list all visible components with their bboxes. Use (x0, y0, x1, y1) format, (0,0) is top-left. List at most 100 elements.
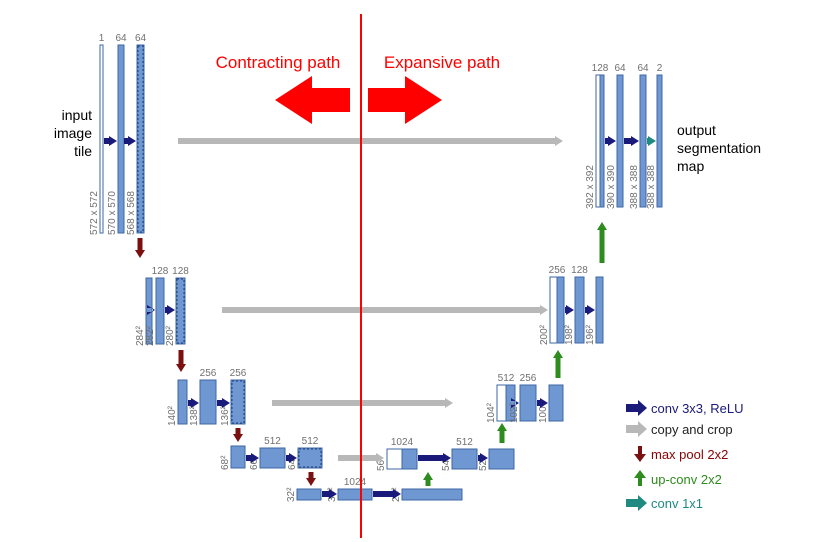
feature-map-block-crop-outline (231, 380, 245, 424)
feature-size-label: 282² (145, 325, 156, 346)
expansive-direction-arrow (368, 76, 442, 124)
conv-arrow (585, 305, 595, 315)
channel-count-label: 128 (592, 63, 609, 74)
feature-map-block (145, 277, 153, 345)
conv1x1-arrow (647, 136, 656, 146)
legend-label: copy and crop (651, 422, 733, 437)
max-pool-arrow (233, 428, 243, 442)
feature-size-label: 568 x 568 (126, 191, 137, 235)
feature-map-block-upsampled-part (505, 384, 516, 422)
feature-size-label: 66² (249, 455, 260, 470)
feature-map-block (639, 74, 647, 208)
channel-count-label: 64 (115, 33, 127, 44)
channel-count-label: 1 (99, 33, 105, 44)
right-arrow-icon (626, 400, 647, 416)
channel-count-label: 128 (571, 265, 588, 276)
conv-arrow (246, 453, 259, 463)
feature-size-label: 104² (486, 402, 497, 423)
channel-count-label: 128 (152, 266, 169, 277)
feature-map-block (199, 379, 217, 425)
feature-size-label: 388 x 388 (629, 165, 640, 209)
copy-and-crop-arrow (222, 305, 548, 315)
feature-size-label: 284² (135, 325, 146, 346)
legend-label: conv 1x1 (651, 496, 703, 511)
input-label-line-2: image (54, 125, 92, 141)
feature-size-label: 200² (539, 324, 550, 345)
output-label-line-3: map (677, 158, 704, 174)
feature-map-block (451, 448, 478, 470)
feature-map-block (230, 445, 246, 469)
channel-count-label: 512 (456, 437, 473, 448)
channel-count-label: 64 (135, 33, 147, 44)
feature-size-label: 570 x 570 (107, 191, 118, 235)
feature-map-block (230, 379, 246, 425)
feature-map-block (117, 44, 125, 234)
feature-map-block (574, 276, 585, 344)
feature-map-block (175, 277, 186, 345)
max-pool-arrow (176, 350, 186, 372)
right-arrow-icon (626, 495, 647, 511)
feature-map-block-upsampled-part (599, 74, 605, 208)
feature-size-label: 54² (441, 456, 452, 471)
legend-label: max pool 2x2 (651, 447, 728, 462)
feature-size-label: 390 x 390 (606, 165, 617, 209)
output-label-line-2: segmentation (677, 140, 761, 156)
feature-size-label: 572 x 572 (89, 191, 100, 235)
conv-arrow (286, 453, 297, 463)
feature-size-label: 280² (165, 325, 176, 346)
output-label-line-1: output (677, 122, 716, 138)
feature-size-label: 138² (189, 405, 200, 426)
feature-map-block-copied-part (386, 448, 403, 470)
channel-count-label: 64 (637, 63, 649, 74)
up-conv-arrow (497, 423, 507, 443)
conv-arrow (124, 136, 136, 146)
feature-size-label: 140² (167, 405, 178, 426)
contracting-path-title: Contracting path (216, 53, 341, 72)
up-conv-arrow (423, 472, 433, 486)
feature-size-label: 198² (564, 324, 575, 345)
up-conv-arrow (553, 350, 563, 378)
feature-size-label: 32² (286, 487, 297, 502)
feature-map-block-upsampled-part (401, 448, 418, 470)
copy-and-crop-arrow (272, 398, 453, 408)
feature-map-block-crop-outline (176, 278, 185, 344)
feature-size-label: 56² (376, 456, 387, 471)
feature-map-block (519, 384, 537, 422)
copy-and-crop-arrow (178, 136, 563, 146)
feature-map-block (656, 74, 663, 208)
feature-map-block-upsampled-part (556, 276, 565, 344)
legend-label: up-conv 2x2 (651, 472, 722, 487)
channel-count-label: 256 (549, 265, 566, 276)
legend: conv 3x3, ReLU copy and crop max pool 2x… (626, 400, 744, 511)
feature-size-label: 68² (220, 455, 231, 470)
legend-item: up-conv 2x2 (634, 470, 722, 487)
feature-map-block (337, 488, 373, 501)
channel-count-label: 256 (230, 368, 247, 379)
feature-map-block (136, 44, 145, 234)
conv-arrow (537, 398, 548, 408)
feature-map-block (595, 276, 604, 344)
expansive-path-title: Expansive path (384, 53, 500, 72)
feature-map-block (155, 277, 165, 345)
conv-arrow (188, 398, 199, 408)
right-arrow-icon (626, 421, 647, 437)
feature-map-block (177, 379, 188, 425)
legend-item: max pool 2x2 (634, 446, 728, 462)
down-arrow-icon (634, 446, 646, 462)
conv-arrow (165, 305, 175, 315)
feature-size-label: 64² (287, 455, 298, 470)
conv-arrow (104, 136, 117, 146)
feature-map-block (616, 74, 624, 208)
legend-label: conv 3x3, ReLU (651, 401, 744, 416)
feature-size-label: 392 x 392 (585, 165, 596, 209)
channel-count-label: 512 (498, 373, 515, 384)
conv-arrow (478, 453, 488, 463)
input-label-line-3: tile (74, 143, 92, 159)
channel-count-label: 2 (657, 63, 663, 74)
contracting-direction-arrow (275, 76, 350, 124)
conv-arrow (373, 489, 401, 499)
feature-map-block (99, 44, 104, 234)
legend-item: copy and crop (626, 421, 733, 437)
feature-map-block-copied-part (496, 384, 507, 422)
